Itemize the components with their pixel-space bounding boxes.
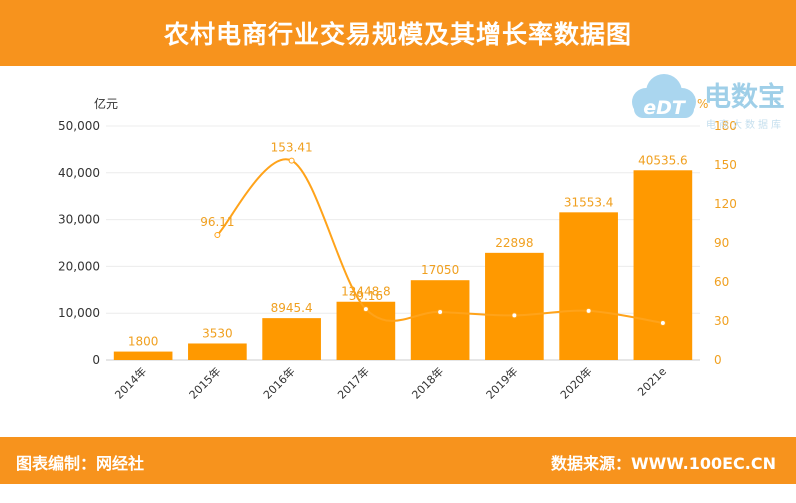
growth-rate-point xyxy=(214,232,221,239)
logo-brand: 电数宝 xyxy=(704,81,785,113)
x-tick-label: 2019年 xyxy=(483,364,520,401)
y-tick-label: 30,000 xyxy=(58,213,100,227)
logo-sub: 电商大数据库 xyxy=(706,118,784,131)
brand-logo: eDT 电数宝 电商大数据库 xyxy=(632,74,785,131)
growth-rate-point xyxy=(585,307,592,314)
y-tick-label: 50,000 xyxy=(58,119,100,133)
growth-rate-point xyxy=(362,306,369,313)
growth-rate-label: 39.16 xyxy=(349,289,383,303)
y2-tick-label: 180 xyxy=(714,119,737,133)
cloud-icon xyxy=(632,74,696,118)
x-tick-label: 2015年 xyxy=(186,364,223,401)
x-tick-label: 2016年 xyxy=(260,364,297,401)
bar xyxy=(262,318,321,360)
growth-rate-point xyxy=(437,308,444,315)
bar xyxy=(485,252,544,360)
bar xyxy=(410,280,470,360)
bar xyxy=(188,343,247,360)
y2-tick-label: 0 xyxy=(714,353,722,367)
growth-rate-point xyxy=(288,157,295,164)
bar-value-label: 8945.4 xyxy=(271,301,313,315)
x-tick-label: 2021e xyxy=(635,365,669,399)
growth-rate-label: 153.41 xyxy=(271,141,313,155)
y2-tick-label: 150 xyxy=(714,158,737,172)
y2-tick-label: 60 xyxy=(714,275,729,289)
growth-rate-point xyxy=(511,312,518,319)
y-axis-unit: 亿元 xyxy=(94,96,118,111)
footer-bar: 图表编制：网经社 数据来源：WWW.100EC.CN xyxy=(0,437,796,484)
x-tick-label: 2018年 xyxy=(409,364,446,401)
footer-source: 数据来源：WWW.100EC.CN xyxy=(550,454,776,473)
bar xyxy=(113,351,173,360)
y2-tick-label: 30 xyxy=(714,314,729,328)
chart-title: 农村电商行业交易规模及其增长率数据图 xyxy=(163,20,632,49)
bar xyxy=(633,170,693,360)
chart-area: 0 10,000 20,000 30,000 40,000 50,000 0 30 60 90 12… xyxy=(58,96,737,402)
bar xyxy=(559,212,618,360)
y-tick-label: 20,000 xyxy=(58,259,100,273)
x-tick-label: 2020年 xyxy=(557,364,594,401)
bar-value-label: 40535.6 xyxy=(638,153,688,167)
bar-value-label: 22898 xyxy=(495,236,533,250)
y2-axis-unit: % xyxy=(697,97,708,111)
chart-page: 农村电商行业交易规模及其增长率数据图 0 10,000 20,000 30,000 40… xyxy=(0,0,796,484)
growth-rate-point xyxy=(659,319,666,326)
bar-value-label: 17050 xyxy=(421,263,459,277)
y-tick-label: 40,000 xyxy=(58,166,100,180)
y-tick-label: 10,000 xyxy=(58,306,100,320)
y2-tick-label: 120 xyxy=(714,197,737,211)
bar-value-label: 3530 xyxy=(202,326,233,340)
x-tick-label: 2017年 xyxy=(335,364,372,401)
y2-tick-label: 90 xyxy=(714,236,729,250)
x-tick-label: 2014年 xyxy=(112,364,149,401)
bar-value-label: 31553.4 xyxy=(564,195,614,209)
title-banner: 农村电商行业交易规模及其增长率数据图 xyxy=(0,0,796,66)
logo-mark: eDT xyxy=(643,97,687,119)
growth-rate-label: 96.11 xyxy=(200,215,234,229)
y-tick-label: 0 xyxy=(92,353,100,367)
bar-value-label: 1800 xyxy=(128,335,159,349)
growth-rate-line xyxy=(216,158,664,324)
footer-credit: 图表编制：网经社 xyxy=(16,454,145,473)
